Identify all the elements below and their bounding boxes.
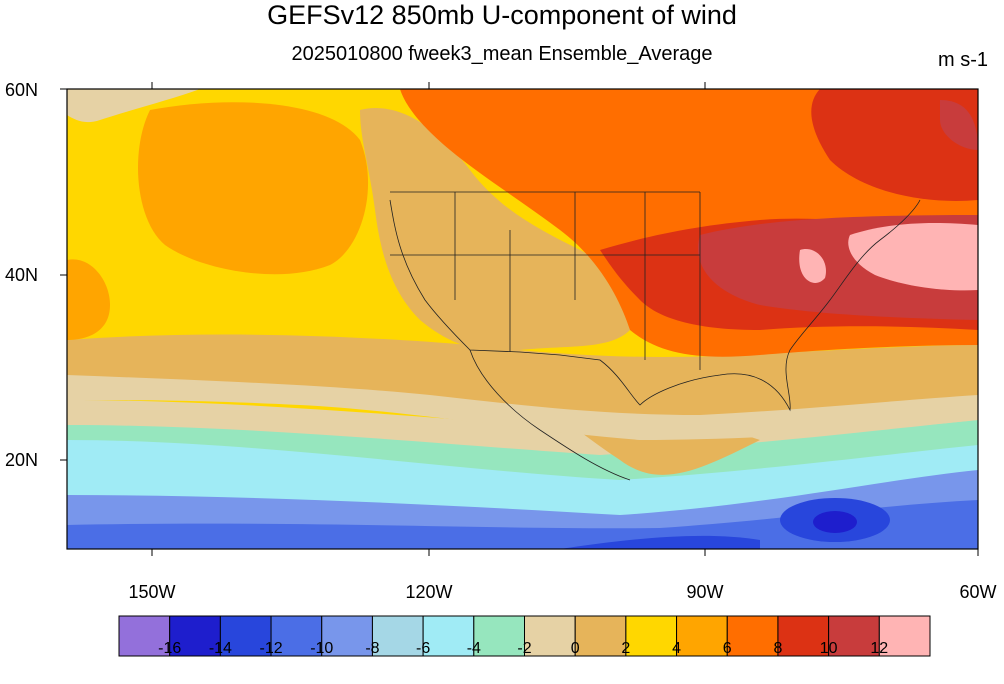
- lat-label-60n: 60N: [0, 80, 38, 100]
- colorbar-label: -8: [352, 640, 392, 658]
- colorbar-label: -14: [200, 640, 240, 658]
- colorbar-label: 0: [555, 640, 595, 658]
- colorbar-label: 4: [657, 640, 697, 658]
- colorbar-label: -10: [302, 640, 342, 658]
- lat-label-40n: 40N: [0, 265, 38, 285]
- colorbar-label: -6: [403, 640, 443, 658]
- lat-label-20n: 20N: [0, 450, 38, 470]
- colorbar-label: -12: [251, 640, 291, 658]
- colorbar-label: 8: [758, 640, 798, 658]
- colorbar-label: -16: [150, 640, 190, 658]
- lon-label-90w: 90W: [675, 582, 735, 602]
- colorbar-label: 2: [606, 640, 646, 658]
- colorbar-label: -2: [505, 640, 545, 658]
- colorbar-label: -4: [454, 640, 494, 658]
- wind-field: [67, 89, 978, 549]
- lon-label-60w: 60W: [948, 582, 1004, 602]
- lon-label-150w: 150W: [122, 582, 182, 602]
- colorbar-label: 6: [707, 640, 747, 658]
- colorbar-label: 12: [859, 640, 899, 658]
- lon-label-120w: 120W: [399, 582, 459, 602]
- colorbar-label: 10: [809, 640, 849, 658]
